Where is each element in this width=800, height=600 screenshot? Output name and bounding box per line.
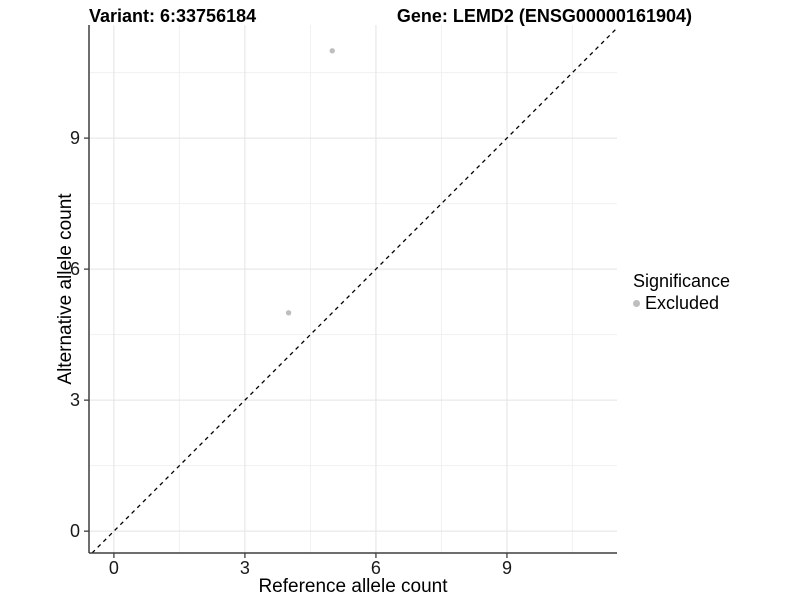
plot-title-gene: Gene: LEMD2 (ENSG00000161904) — [396, 6, 692, 26]
legend-point-icon — [633, 300, 640, 307]
plot-title: Variant: 6:33756184 Gene: LEMD2 (ENSG000… — [89, 6, 692, 27]
data-point — [329, 48, 335, 54]
y-tick-label: 6 — [70, 259, 80, 279]
x-axis-title: Reference allele count — [258, 576, 448, 597]
legend: Significance Excluded — [633, 271, 730, 313]
identity-reference-line — [91, 27, 618, 554]
y-tick-label: 0 — [70, 521, 80, 541]
y-axis-title: Alternative allele count — [55, 193, 76, 385]
legend-item-label: Excluded — [645, 293, 720, 313]
data-point — [285, 310, 292, 316]
x-tick-label: 0 — [109, 558, 119, 578]
y-tick-label: 9 — [70, 128, 80, 148]
legend-item-excluded: Excluded — [633, 294, 730, 313]
x-tick-label: 3 — [240, 558, 250, 578]
plot-title-variant: Variant: 6:33756184 — [89, 6, 257, 26]
x-tick-label: 6 — [371, 558, 381, 578]
y-tick-label: 3 — [70, 390, 80, 410]
x-tick-label: 9 — [502, 558, 512, 578]
legend-title: Significance — [633, 271, 731, 291]
